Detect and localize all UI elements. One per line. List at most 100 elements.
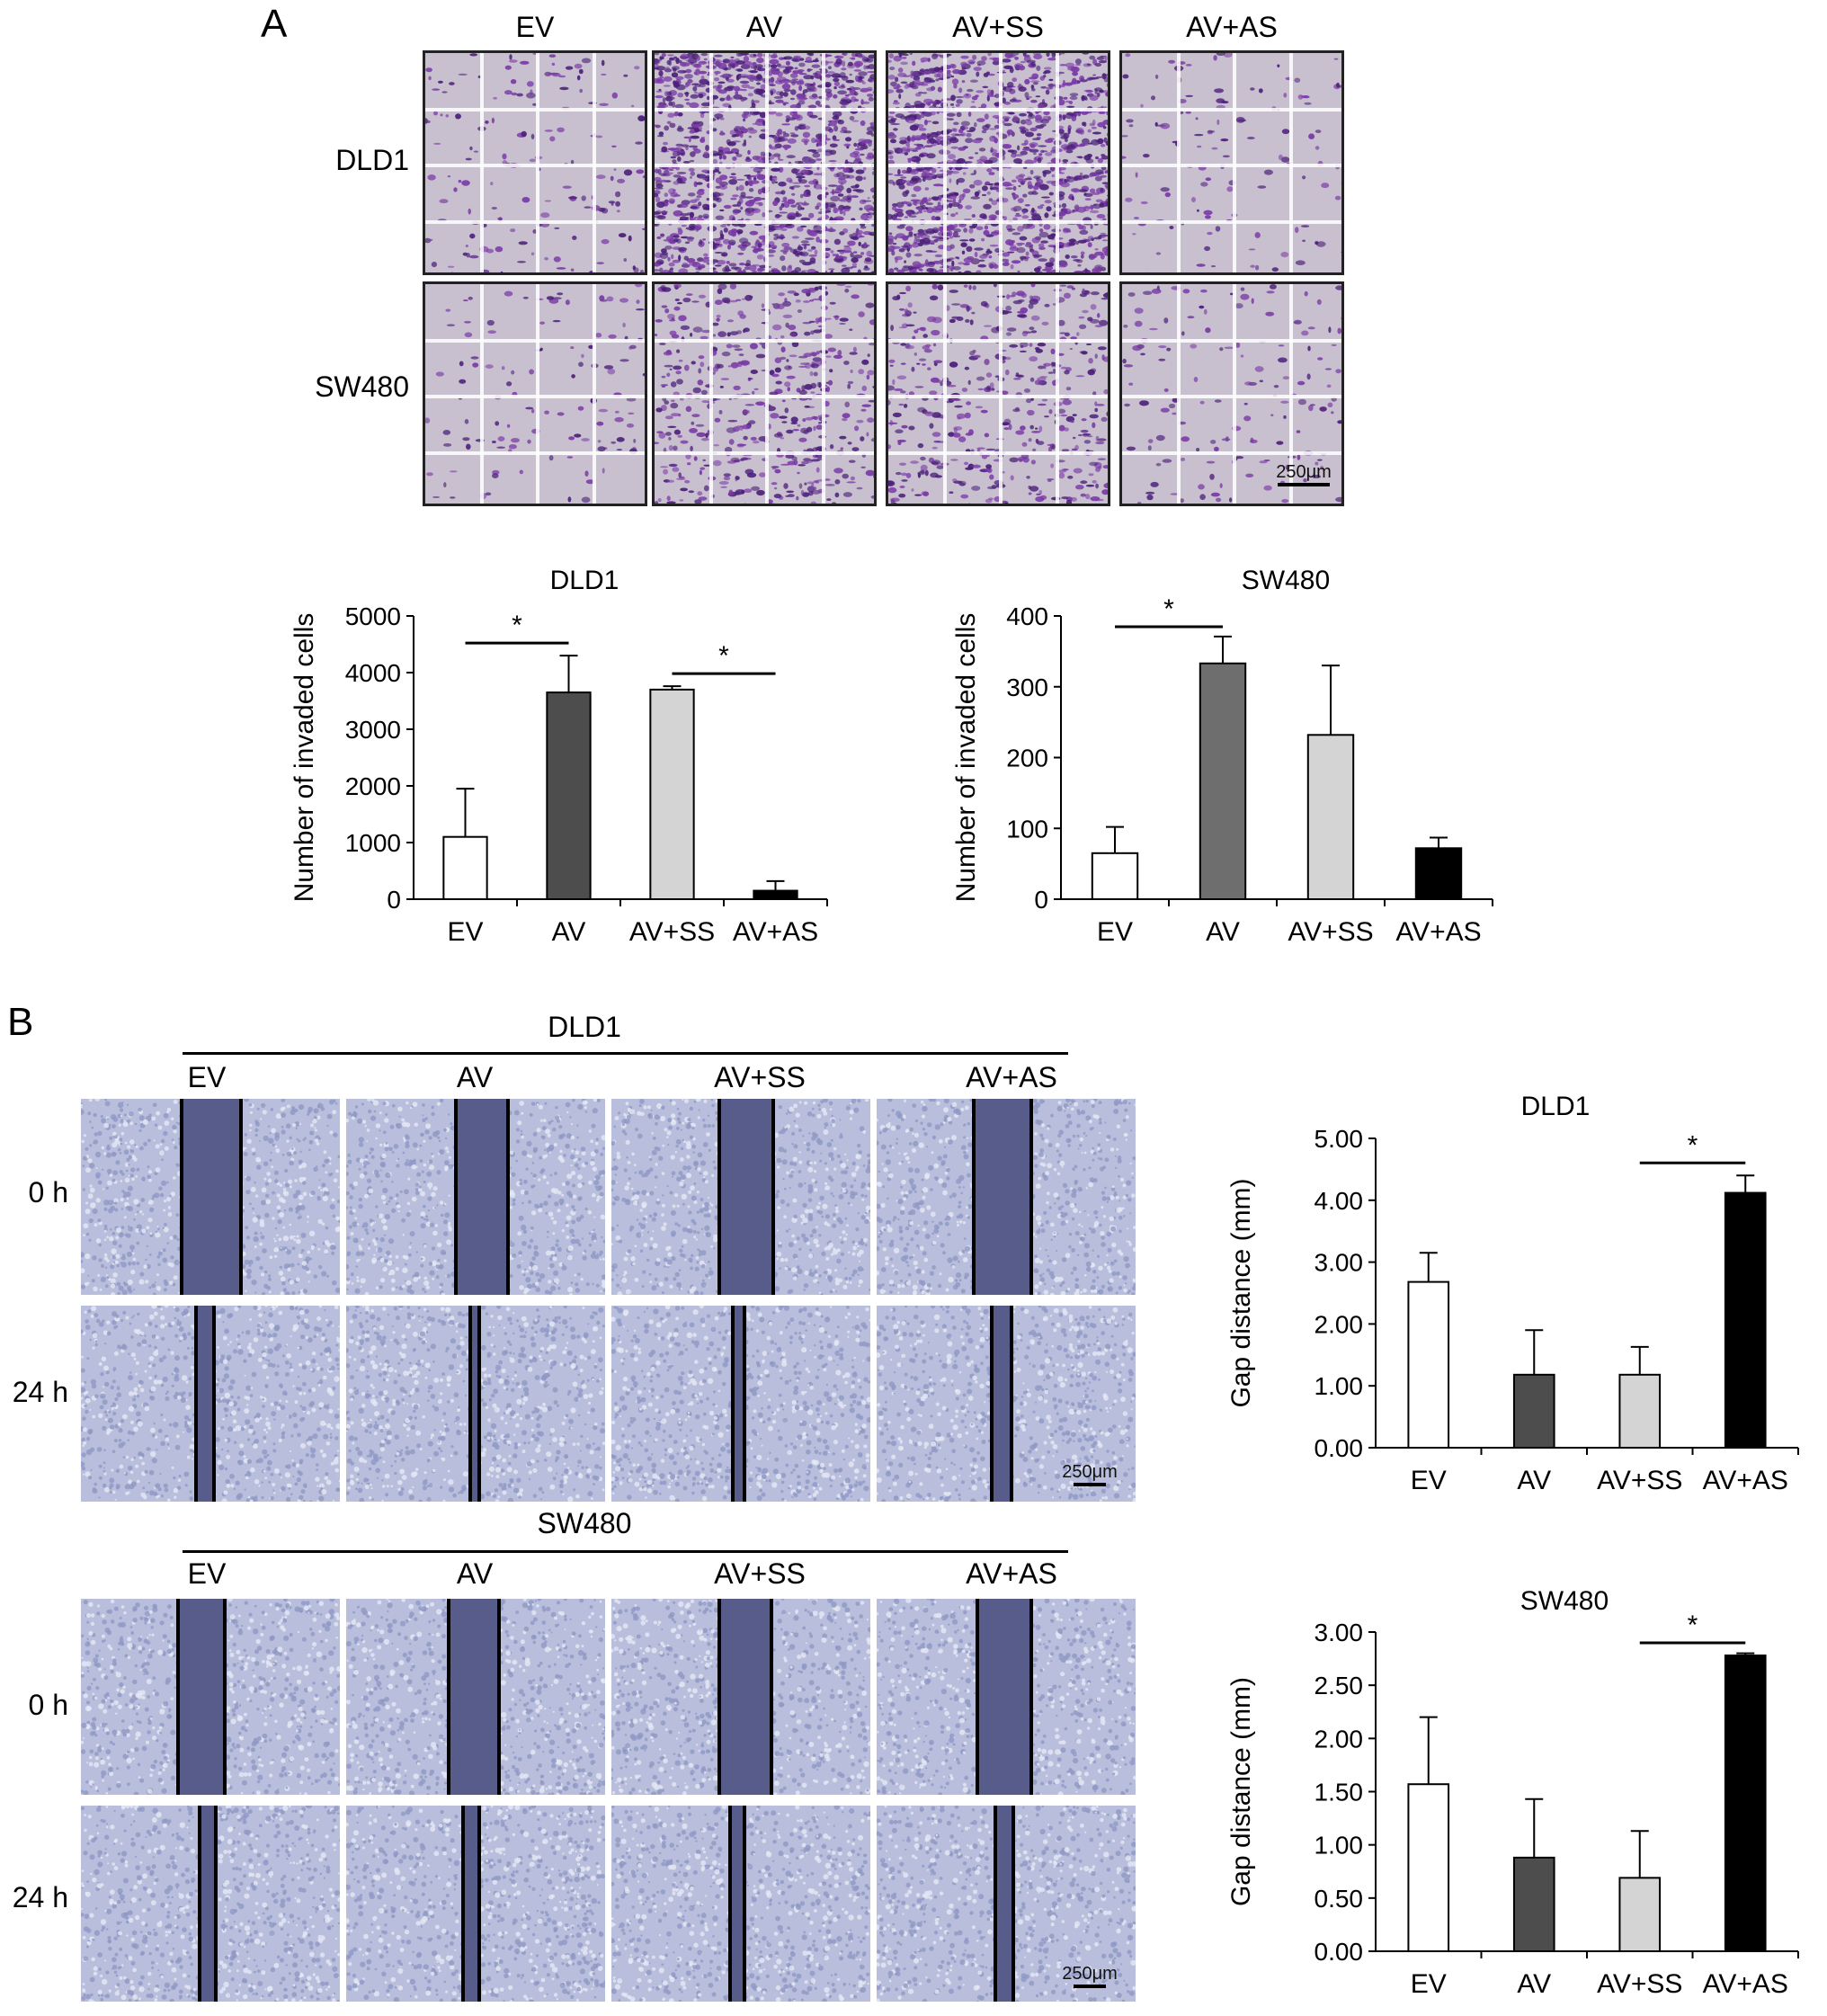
transwell-image-dld1-ev [423, 50, 647, 275]
bar-ev [1407, 1280, 1450, 1449]
y-tick-label: 4000 [345, 659, 401, 687]
panel-a-col-avss: AV+SS [952, 11, 1044, 43]
chart-gap-sw480: SW480 Gap distance (mm) 0.00 0.50 1.00 1.50 2.… [1226, 1586, 1799, 1999]
y-tick-label: 400 [1006, 602, 1048, 630]
x-tick-label: EV [1097, 917, 1133, 947]
y-tick-label: 3.00 [1315, 1619, 1364, 1646]
panel-a-col-avas: AV+AS [1186, 11, 1278, 43]
scratch-image-sw480-0h-av-as [877, 1599, 1136, 1795]
bar-ev [442, 835, 488, 901]
x-tick-label: AV [1517, 1466, 1551, 1495]
scratch-image-dld1-24h-ev [81, 1306, 340, 1502]
y-tick-label: 2.00 [1315, 1725, 1364, 1753]
panel-b-sw480-col-avss: AV+SS [714, 1557, 806, 1590]
scale-bar-label: 250μm [1062, 1964, 1118, 1984]
scale-bar-line [1074, 1483, 1106, 1486]
bar-av-ss [1618, 1373, 1662, 1450]
scale-bar-line [1074, 1985, 1106, 1988]
x-tick-label: AV [1517, 1969, 1551, 1999]
panel-b-dld1-col-av: AV [456, 1061, 494, 1093]
y-axis-label: Number of invaded cells [290, 613, 319, 903]
scratch-image-sw480-24h-ev [81, 1806, 340, 2002]
bar-av-ss [1618, 1877, 1662, 1953]
x-tick-label: EV [447, 917, 483, 947]
bar-av-ss [1306, 734, 1355, 900]
y-tick-label: 300 [1006, 673, 1048, 701]
scratch-image-dld1-0h-av-ss [611, 1099, 870, 1295]
panel-b-letter: B [7, 1000, 34, 1044]
x-tick-label: AV+AS [733, 917, 818, 947]
y-tick-label: 0 [387, 886, 401, 914]
y-tick-label: 1.00 [1315, 1372, 1364, 1400]
y-tick-label: 1.50 [1315, 1779, 1364, 1806]
y-tick-label: 2000 [345, 772, 401, 800]
panel-b-group-sw480-title: SW480 [537, 1507, 632, 1539]
bar-av-ss [649, 688, 695, 900]
bar-av [546, 691, 592, 900]
chart-invasion-sw480: SW480 Number of invaded cells 0 100 200 300 40… [951, 566, 1493, 947]
bar-av [1199, 662, 1247, 900]
y-tick-label: 0 [1034, 886, 1048, 914]
y-tick-label: 2.50 [1315, 1672, 1364, 1699]
x-tick-label: AV+SS [629, 917, 715, 947]
panel-b-dld1-col-avss: AV+SS [714, 1061, 806, 1093]
significance-star: * [1688, 1130, 1698, 1160]
significance-star: * [1688, 1610, 1698, 1640]
transwell-image-dld1-av-as [1119, 50, 1344, 275]
y-tick-label: 0.00 [1315, 1938, 1364, 1966]
panel-a-row-dld1: DLD1 [335, 144, 409, 176]
panel-b-sw480-col-ev: EV [187, 1557, 227, 1590]
transwell-image-dld1-av-ss [886, 50, 1110, 275]
panel-b-dld1-col-avas: AV+AS [966, 1061, 1057, 1093]
x-tick-label: AV [1206, 917, 1240, 947]
y-tick-label: 2.00 [1315, 1310, 1364, 1338]
significance-star: * [1163, 594, 1174, 624]
bar-ev [1407, 1783, 1450, 1952]
scale-bar-line [1278, 483, 1330, 486]
panel-a-letter: A [261, 2, 288, 46]
scratch-image-sw480-0h-av [346, 1599, 605, 1795]
panel-a-scale-bar: 250μm [1268, 462, 1340, 486]
panel-b-dld1-row-24h: 24 h [12, 1376, 68, 1408]
scratch-image-dld1-24h-av [346, 1306, 605, 1502]
x-tick-label: EV [1411, 1969, 1447, 1999]
bar-av [1512, 1373, 1555, 1450]
y-tick-label: 1000 [345, 829, 401, 857]
y-axis-label: Gap distance (mm) [1226, 1178, 1256, 1407]
scratch-image-dld1-0h-av-as [877, 1099, 1136, 1295]
bar-av [1512, 1856, 1555, 1952]
scratch-image-dld1-0h-ev [81, 1099, 340, 1295]
panel-b-group-dld1-bracket [183, 1052, 1068, 1055]
chart-invasion-dld1: DLD1 Number of invaded cells 0 1000 2000 3000… [290, 566, 828, 947]
transwell-image-sw480-av-as [1119, 281, 1344, 506]
scratch-image-sw480-0h-ev [81, 1599, 340, 1795]
y-tick-label: 1.00 [1315, 1832, 1364, 1860]
y-tick-label: 0.00 [1315, 1434, 1364, 1462]
panel-b-sw480-row-24h: 24 h [12, 1881, 68, 1913]
scratch-image-dld1-24h-av-ss [611, 1306, 870, 1502]
transwell-image-sw480-ev [423, 281, 647, 506]
scale-bar-label: 250μm [1062, 1462, 1118, 1482]
chart-title: DLD1 [1521, 1092, 1591, 1121]
scratch-image-dld1-0h-av [346, 1099, 605, 1295]
bar-av-as [1724, 1191, 1767, 1449]
panel-b-sw480-col-avas: AV+AS [966, 1557, 1057, 1590]
y-tick-label: 4.00 [1315, 1187, 1364, 1215]
panel-b-sw480-row-0h: 0 h [28, 1689, 68, 1721]
panel-a-row-sw480: SW480 [315, 370, 409, 403]
y-tick-label: 3.00 [1315, 1249, 1364, 1277]
scratch-image-dld1-24h-av-as [877, 1306, 1136, 1502]
transwell-image-sw480-av-ss [886, 281, 1110, 506]
panel-b-group-dld1-title: DLD1 [548, 1011, 621, 1043]
x-tick-label: AV+AS [1703, 1969, 1788, 1999]
panel-b-sw480-col-av: AV [456, 1557, 494, 1590]
x-tick-label: AV+SS [1288, 917, 1373, 947]
panel-b-group-sw480-bracket [183, 1550, 1068, 1553]
scratch-image-sw480-24h-av-ss [611, 1806, 870, 2002]
transwell-image-dld1-av [652, 50, 877, 275]
scratch-image-sw480-24h-av [346, 1806, 605, 2002]
scratch-image-sw480-24h-av-as [877, 1806, 1136, 2002]
y-tick-label: 5.00 [1315, 1125, 1364, 1153]
panel-b-dld1-row-0h: 0 h [28, 1176, 68, 1209]
chart-title: SW480 [1520, 1586, 1609, 1616]
